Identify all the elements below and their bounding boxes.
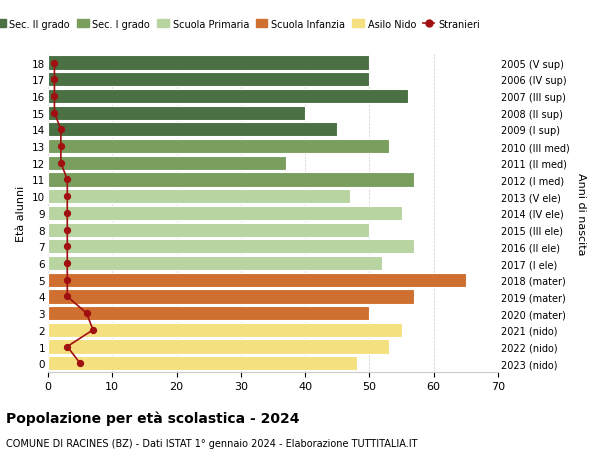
Bar <box>48 273 466 287</box>
Bar <box>48 56 370 71</box>
Point <box>62 193 72 201</box>
Point <box>62 276 72 284</box>
Bar <box>48 323 401 337</box>
Bar <box>48 290 415 304</box>
Bar <box>48 190 350 204</box>
Point <box>82 310 91 317</box>
Point <box>56 143 65 151</box>
Y-axis label: Anni di nascita: Anni di nascita <box>576 172 586 255</box>
Point <box>50 76 59 84</box>
Y-axis label: Età alunni: Età alunni <box>16 185 26 241</box>
Point <box>62 210 72 217</box>
Bar <box>48 207 401 220</box>
Bar <box>48 306 370 320</box>
Bar <box>48 356 356 370</box>
Point <box>76 360 85 367</box>
Bar <box>48 223 370 237</box>
Bar <box>48 106 305 121</box>
Bar <box>48 340 389 354</box>
Point <box>50 110 59 117</box>
Text: Popolazione per età scolastica - 2024: Popolazione per età scolastica - 2024 <box>6 411 299 425</box>
Bar <box>48 157 286 170</box>
Point <box>56 160 65 167</box>
Point <box>50 93 59 101</box>
Bar <box>48 257 382 270</box>
Point <box>56 126 65 134</box>
Bar <box>48 140 389 154</box>
Point <box>50 60 59 67</box>
Bar <box>48 90 408 104</box>
Point <box>62 293 72 301</box>
Bar <box>48 173 415 187</box>
Point <box>62 226 72 234</box>
Bar <box>48 73 370 87</box>
Text: COMUNE DI RACINES (BZ) - Dati ISTAT 1° gennaio 2024 - Elaborazione TUTTITALIA.IT: COMUNE DI RACINES (BZ) - Dati ISTAT 1° g… <box>6 438 418 448</box>
Bar <box>48 123 337 137</box>
Point <box>88 326 98 334</box>
Point <box>62 243 72 251</box>
Point <box>62 260 72 267</box>
Point <box>62 176 72 184</box>
Bar <box>48 240 415 254</box>
Point <box>62 343 72 351</box>
Legend: Sec. II grado, Sec. I grado, Scuola Primaria, Scuola Infanzia, Asilo Nido, Stran: Sec. II grado, Sec. I grado, Scuola Prim… <box>0 16 484 34</box>
